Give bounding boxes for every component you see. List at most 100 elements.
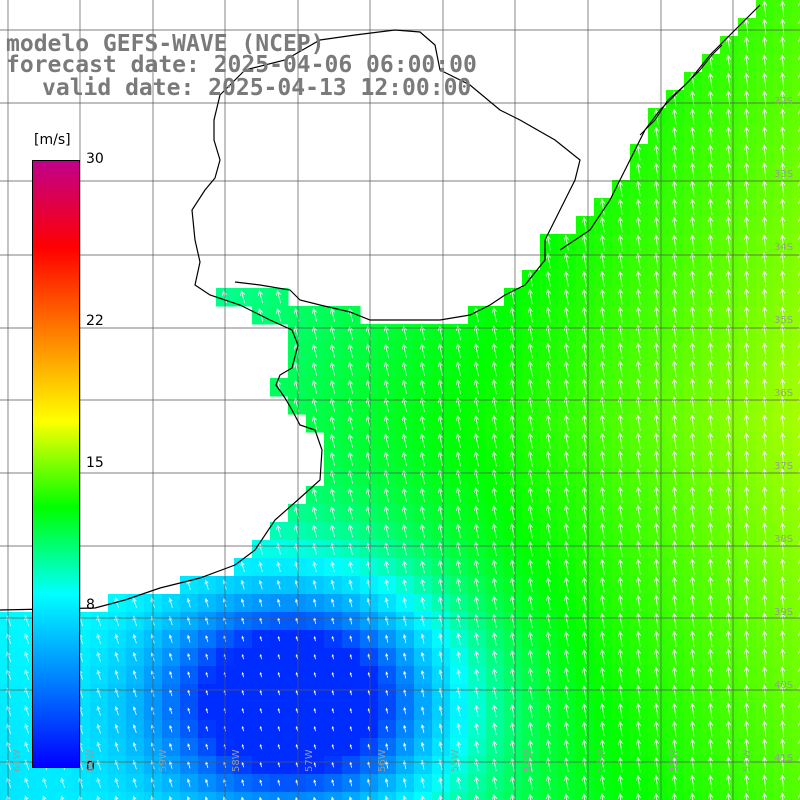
- wind-speed-cell: [792, 396, 800, 415]
- wind-arrow: [762, 450, 768, 468]
- wind-arrow: [636, 522, 642, 539]
- wind-arrow: [473, 432, 479, 449]
- wind-arrow: [726, 702, 732, 719]
- wind-arrow: [708, 414, 714, 431]
- wind-arrow: [636, 576, 642, 593]
- longitude-label: 52W: [669, 749, 680, 772]
- wind-arrow: [744, 144, 750, 161]
- wind-arrow: [564, 648, 570, 665]
- wind-arrow: [672, 306, 678, 323]
- longitude-label: 55W: [450, 749, 461, 772]
- wind-speed-cell: [432, 792, 451, 800]
- wind-arrow: [726, 720, 732, 737]
- wind-arrow: [690, 144, 696, 161]
- wind-arrow: [618, 720, 624, 737]
- wind-arrow: [672, 342, 678, 359]
- wind-arrow: [690, 270, 696, 287]
- wind-arrow: [600, 576, 606, 593]
- wind-arrow: [636, 306, 642, 323]
- wind-arrow: [708, 558, 714, 575]
- wind-arrow: [762, 486, 768, 504]
- wind-arrow: [600, 738, 606, 755]
- wind-arrow: [187, 778, 191, 787]
- wind-arrow: [708, 486, 714, 503]
- wind-arrow: [636, 144, 642, 161]
- colorbar-tick-label: 22: [86, 313, 104, 330]
- wind-arrow: [241, 672, 244, 678]
- wind-arrow: [762, 576, 768, 594]
- wind-arrow: [186, 616, 191, 626]
- wind-arrow: [474, 776, 480, 790]
- wind-arrow: [581, 468, 587, 485]
- wind-arrow: [726, 522, 732, 539]
- wind-arrow: [654, 342, 660, 359]
- wind-arrow: [780, 0, 786, 17]
- wind-arrow: [780, 414, 786, 432]
- wind-arrow: [96, 705, 101, 716]
- wind-arrow: [528, 613, 534, 628]
- wind-arrow: [313, 598, 317, 607]
- wind-arrow: [545, 378, 551, 395]
- wind-arrow: [798, 162, 800, 168]
- wind-arrow: [690, 378, 696, 395]
- wind-arrow: [762, 108, 768, 125]
- wind-arrow: [509, 450, 515, 467]
- wind-arrow: [329, 451, 335, 466]
- wind-arrow: [744, 540, 750, 557]
- wind-speed-cell: [792, 558, 800, 577]
- wind-arrow: [455, 379, 461, 395]
- wind-arrow: [546, 793, 552, 800]
- wind-arrow: [403, 724, 407, 733]
- wind-arrow: [403, 706, 407, 715]
- wind-arrow: [419, 451, 425, 466]
- wind-arrow: [636, 252, 642, 269]
- wind-arrow: [654, 648, 660, 665]
- wind-arrow: [528, 793, 534, 800]
- wind-arrow: [690, 594, 696, 611]
- wind-arrow: [546, 577, 552, 593]
- wind-arrow: [276, 307, 282, 322]
- wind-arrow: [726, 630, 732, 647]
- wind-arrow: [798, 0, 800, 7]
- wind-arrow: [744, 252, 750, 269]
- wind-arrow: [780, 486, 786, 504]
- wind-arrow: [798, 378, 800, 384]
- wind-arrow: [545, 306, 551, 323]
- wind-arrow: [672, 108, 678, 125]
- wind-arrow: [780, 144, 786, 162]
- wind-arrow: [618, 648, 624, 665]
- wind-arrow: [636, 666, 642, 683]
- wind-arrow: [690, 522, 696, 539]
- wind-arrow: [762, 216, 768, 234]
- wind-arrow: [581, 414, 587, 431]
- wind-arrow: [419, 325, 425, 340]
- wind-arrow: [798, 486, 800, 492]
- wind-speed-cell: [414, 792, 433, 800]
- wind-arrow: [492, 668, 498, 682]
- wind-speed-cell: [792, 486, 800, 505]
- wind-arrow: [401, 379, 407, 394]
- wind-arrow: [527, 486, 533, 503]
- wind-speed-cell: [792, 540, 800, 559]
- wind-arrow: [636, 540, 642, 557]
- wind-speed-cell: [18, 792, 37, 800]
- wind-arrow: [258, 561, 263, 573]
- wind-arrow: [311, 397, 318, 412]
- wind-arrow: [528, 721, 534, 736]
- wind-arrow: [456, 722, 461, 735]
- wind-speed-cell: [108, 792, 127, 800]
- wind-arrow: [295, 796, 299, 800]
- wind-arrow: [582, 757, 588, 773]
- wind-arrow: [744, 72, 750, 89]
- wind-arrow: [474, 577, 480, 592]
- wind-speed-cell: [792, 342, 800, 361]
- latitude-label: 34S: [774, 242, 794, 253]
- wind-arrow: [204, 579, 209, 590]
- wind-arrow: [654, 270, 660, 287]
- wind-arrow: [780, 648, 786, 666]
- wind-arrow: [186, 597, 191, 608]
- wind-arrow: [726, 468, 732, 485]
- wind-speed-cell: [792, 180, 800, 199]
- wind-arrow: [744, 738, 750, 755]
- wind-arrow: [420, 670, 425, 680]
